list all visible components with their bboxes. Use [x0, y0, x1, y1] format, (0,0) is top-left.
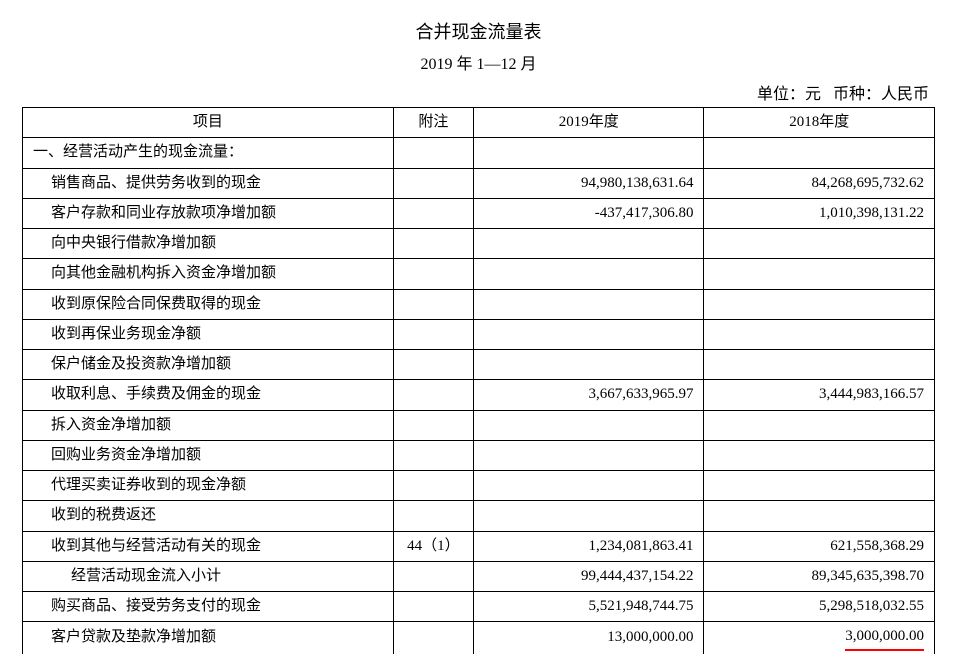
header-2019: 2019年度	[473, 108, 704, 138]
cell-note	[393, 350, 473, 380]
cell-2018: 1,010,398,131.22	[704, 198, 935, 228]
cell-2018: 89,345,635,398.70	[704, 561, 935, 591]
cell-note	[393, 319, 473, 349]
table-row: 收到再保业务现金净额	[23, 319, 935, 349]
cell-note	[393, 229, 473, 259]
table-row: 经营活动现金流入小计 99,444,437,154.2289,345,635,39…	[23, 561, 935, 591]
cell-2019: 94,980,138,631.64	[473, 168, 704, 198]
cell-item: 收取利息、手续费及佣金的现金	[23, 380, 394, 410]
cell-item: 一、经营活动产生的现金流量：	[23, 138, 394, 168]
cell-note	[393, 471, 473, 501]
page-subtitle: 2019 年 1—12 月	[0, 44, 957, 80]
header-2018: 2018年度	[704, 108, 935, 138]
cell-item: 向中央银行借款净增加额	[23, 229, 394, 259]
cell-note	[393, 622, 473, 654]
table-row: 代理买卖证券收到的现金净额	[23, 471, 935, 501]
table-wrapper: 项目 附注 2019年度 2018年度 一、经营活动产生的现金流量：销售商品、提…	[0, 107, 957, 654]
table-row: 收取利息、手续费及佣金的现金 3,667,633,965.973,444,983,…	[23, 380, 935, 410]
cell-2018: 5,298,518,032.55	[704, 592, 935, 622]
cell-item: 回购业务资金净增加额	[23, 440, 394, 470]
cell-2019	[473, 138, 704, 168]
cell-2019	[473, 350, 704, 380]
cell-2018	[704, 289, 935, 319]
cell-2018	[704, 471, 935, 501]
cell-2019	[473, 501, 704, 531]
cell-2018	[704, 440, 935, 470]
table-row: 收到其他与经营活动有关的现金44（1）1,234,081,863.41621,5…	[23, 531, 935, 561]
cell-note	[393, 440, 473, 470]
cell-2019	[473, 471, 704, 501]
cell-note	[393, 198, 473, 228]
cell-item: 销售商品、提供劳务收到的现金	[23, 168, 394, 198]
cell-note	[393, 561, 473, 591]
cell-note	[393, 259, 473, 289]
cell-item: 收到其他与经营活动有关的现金	[23, 531, 394, 561]
cell-note	[393, 410, 473, 440]
cell-2019	[473, 229, 704, 259]
cell-2018	[704, 350, 935, 380]
header-row: 项目 附注 2019年度 2018年度	[23, 108, 935, 138]
cell-2019	[473, 289, 704, 319]
cell-2019: 1,234,081,863.41	[473, 531, 704, 561]
table-row: 拆入资金净增加额	[23, 410, 935, 440]
cell-note	[393, 501, 473, 531]
cell-2019: 13,000,000.00	[473, 622, 704, 654]
table-row: 向其他金融机构拆入资金净增加额	[23, 259, 935, 289]
cell-2019: 5,521,948,744.75	[473, 592, 704, 622]
table-row: 收到原保险合同保费取得的现金	[23, 289, 935, 319]
table-body: 一、经营活动产生的现金流量：销售商品、提供劳务收到的现金 94,980,138,6…	[23, 138, 935, 654]
cell-item: 保户储金及投资款净增加额	[23, 350, 394, 380]
cell-note	[393, 168, 473, 198]
table-row: 客户贷款及垫款净增加额 13,000,000.003,000,000.00	[23, 622, 935, 654]
cell-2018	[704, 501, 935, 531]
cell-2018: 3,444,983,166.57	[704, 380, 935, 410]
unit-line: 单位：元 币种：人民币	[0, 80, 957, 107]
table-row: 向中央银行借款净增加额	[23, 229, 935, 259]
cell-note	[393, 380, 473, 410]
cell-item: 收到原保险合同保费取得的现金	[23, 289, 394, 319]
cell-2019	[473, 319, 704, 349]
cell-item: 拆入资金净增加额	[23, 410, 394, 440]
cell-note: 44（1）	[393, 531, 473, 561]
cell-2018	[704, 138, 935, 168]
cell-item: 收到再保业务现金净额	[23, 319, 394, 349]
table-row: 购买商品、接受劳务支付的现金 5,521,948,744.755,298,518,…	[23, 592, 935, 622]
table-row: 保户储金及投资款净增加额	[23, 350, 935, 380]
cell-2018: 3,000,000.00	[704, 622, 935, 654]
cell-item: 购买商品、接受劳务支付的现金	[23, 592, 394, 622]
cell-2019	[473, 440, 704, 470]
cell-2019	[473, 259, 704, 289]
cell-2019	[473, 410, 704, 440]
cell-item: 客户贷款及垫款净增加额	[23, 622, 394, 654]
cell-note	[393, 289, 473, 319]
header-item: 项目	[23, 108, 394, 138]
cell-2019: 99,444,437,154.22	[473, 561, 704, 591]
page-title: 合并现金流量表	[0, 0, 957, 44]
table-row: 一、经营活动产生的现金流量：	[23, 138, 935, 168]
cash-flow-table: 项目 附注 2019年度 2018年度 一、经营活动产生的现金流量：销售商品、提…	[22, 107, 935, 654]
cell-note	[393, 592, 473, 622]
table-row: 回购业务资金净增加额	[23, 440, 935, 470]
cell-2018	[704, 410, 935, 440]
cell-item: 向其他金融机构拆入资金净增加额	[23, 259, 394, 289]
header-note: 附注	[393, 108, 473, 138]
cell-item: 经营活动现金流入小计	[23, 561, 394, 591]
cell-item: 收到的税费返还	[23, 501, 394, 531]
table-row: 销售商品、提供劳务收到的现金 94,980,138,631.6484,268,69…	[23, 168, 935, 198]
cell-2018	[704, 229, 935, 259]
cell-2019: -437,417,306.80	[473, 198, 704, 228]
cell-item: 代理买卖证券收到的现金净额	[23, 471, 394, 501]
cell-2018	[704, 259, 935, 289]
cell-2019: 3,667,633,965.97	[473, 380, 704, 410]
cell-item: 客户存款和同业存放款项净增加额	[23, 198, 394, 228]
cell-note	[393, 138, 473, 168]
cell-2018	[704, 319, 935, 349]
table-row: 收到的税费返还	[23, 501, 935, 531]
cell-2018: 84,268,695,732.62	[704, 168, 935, 198]
cell-2018: 621,558,368.29	[704, 531, 935, 561]
table-row: 客户存款和同业存放款项净增加额 -437,417,306.801,010,398,…	[23, 198, 935, 228]
